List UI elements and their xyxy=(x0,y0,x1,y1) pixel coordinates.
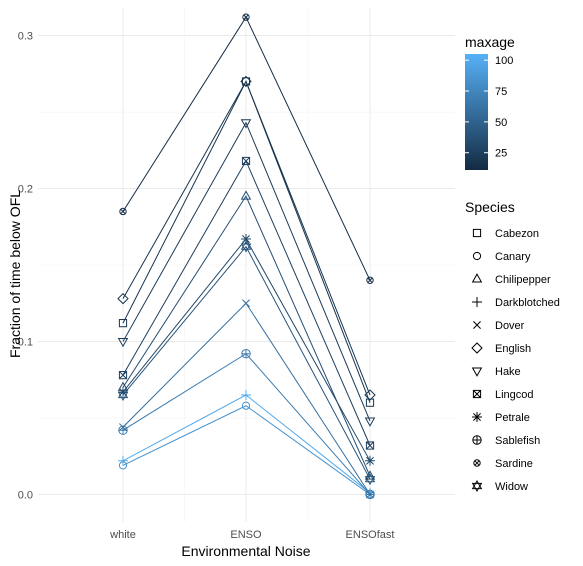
point-widow-enso xyxy=(240,240,252,253)
x-axis-title: Environmental Noise xyxy=(181,543,310,559)
point-hake-enso xyxy=(240,119,252,129)
point-dover-ensofast xyxy=(366,490,374,499)
series-line-chilipepper xyxy=(122,195,371,477)
series-line-english xyxy=(122,80,371,396)
point-english-enso xyxy=(240,75,252,88)
legend-item-darkblotched: Darkblotched xyxy=(472,297,560,309)
series-line-hake xyxy=(122,121,371,422)
grid-lines xyxy=(38,8,455,522)
point-sardine-enso xyxy=(242,13,250,21)
point-chilipepper-enso xyxy=(240,190,252,200)
point-english-white xyxy=(117,292,129,305)
color-tick-label: 100 xyxy=(495,55,513,67)
legend-label: Lingcod xyxy=(495,389,534,401)
x-tick-label: ENSO xyxy=(230,529,262,541)
legend-item-sablefish: Sablefish xyxy=(472,435,540,447)
color-legend-ticks: 25 50 75 100 xyxy=(465,55,513,160)
point-lingcod-enso xyxy=(241,156,251,166)
point-petrale-ensofast xyxy=(365,455,375,466)
color-legend: maxage 25 50 75 100 xyxy=(465,34,515,170)
legend-item-widow: Widow xyxy=(471,480,528,493)
legend-item-chilipepper: Chilipepper xyxy=(471,273,551,286)
legend-label: Hake xyxy=(495,366,521,378)
point-darkblotched-enso xyxy=(241,390,251,401)
point-canary-enso xyxy=(241,401,251,410)
legend-item-petrale: Petrale xyxy=(472,412,530,424)
point-dover-white xyxy=(119,423,127,432)
legend-label: Canary xyxy=(495,251,531,263)
point-hake-ensofast xyxy=(364,417,376,427)
shape-legend-title: Species xyxy=(465,199,515,215)
series-line-canary xyxy=(122,405,371,495)
shape-legend: Species Cabezon Canary Chilipepper Darkblot… xyxy=(465,199,560,493)
data-points xyxy=(117,13,376,500)
point-cabezon-white xyxy=(118,319,128,328)
color-tick-label: 50 xyxy=(495,117,507,129)
legend-label: Sablefish xyxy=(495,435,540,447)
x-tick-label: white xyxy=(109,529,136,541)
legend-label: Petrale xyxy=(495,412,530,424)
legend-item-lingcod: Lingcod xyxy=(472,389,534,401)
color-tick-label: 25 xyxy=(495,148,507,160)
y-tick-label: 0.3 xyxy=(18,31,33,43)
point-cabezon-ensofast xyxy=(365,398,375,407)
point-sablefish-enso xyxy=(241,349,251,359)
y-axis-title: Fraction of time below OFL xyxy=(7,190,23,358)
point-cabezon-enso xyxy=(241,77,251,86)
point-dover-enso xyxy=(242,299,250,308)
point-darkblotched-white xyxy=(118,455,128,466)
legend-item-hake: Hake xyxy=(471,366,521,378)
point-english-ensofast xyxy=(364,389,376,401)
legend-item-cabezon: Cabezon xyxy=(472,228,539,240)
y-tick-label: 0.1 xyxy=(18,336,33,348)
legend-item-dover: Dover xyxy=(473,320,525,332)
legend-item-canary: Canary xyxy=(472,251,531,263)
legend-label: Chilipepper xyxy=(495,274,551,286)
point-chilipepper-ensofast xyxy=(364,470,376,480)
color-tick-label: 75 xyxy=(495,86,507,98)
x-axis-ticks: white ENSO ENSOfast xyxy=(109,529,394,541)
legend-label: Widow xyxy=(495,481,528,493)
legend-item-sardine: Sardine xyxy=(473,458,533,470)
point-sardine-white xyxy=(119,207,127,216)
point-petrale-enso xyxy=(241,233,251,244)
y-axis-ticks: 0.0 0.1 0.2 0.3 xyxy=(18,31,33,502)
x-tick-label: ENSOfast xyxy=(346,529,395,541)
y-tick-label: 0.2 xyxy=(18,184,33,196)
legend-label: Darkblotched xyxy=(495,297,560,309)
point-lingcod-white xyxy=(118,371,128,380)
point-petrale-white xyxy=(118,386,128,397)
series-line-widow xyxy=(122,245,371,480)
point-hake-white xyxy=(117,337,129,348)
y-tick-label: 0.0 xyxy=(18,489,33,501)
legend-label: Dover xyxy=(495,320,525,332)
legend-item-english: English xyxy=(471,342,531,355)
legend-label: Cabezon xyxy=(495,228,539,240)
color-legend-title: maxage xyxy=(465,34,515,50)
point-canary-white xyxy=(118,461,128,470)
legend-label: Sardine xyxy=(495,458,533,470)
color-legend-bar xyxy=(465,54,488,170)
point-lingcod-ensofast xyxy=(365,441,375,450)
legend-label: English xyxy=(495,343,531,355)
point-sardine-ensofast xyxy=(366,276,374,284)
point-widow-ensofast xyxy=(364,473,376,486)
